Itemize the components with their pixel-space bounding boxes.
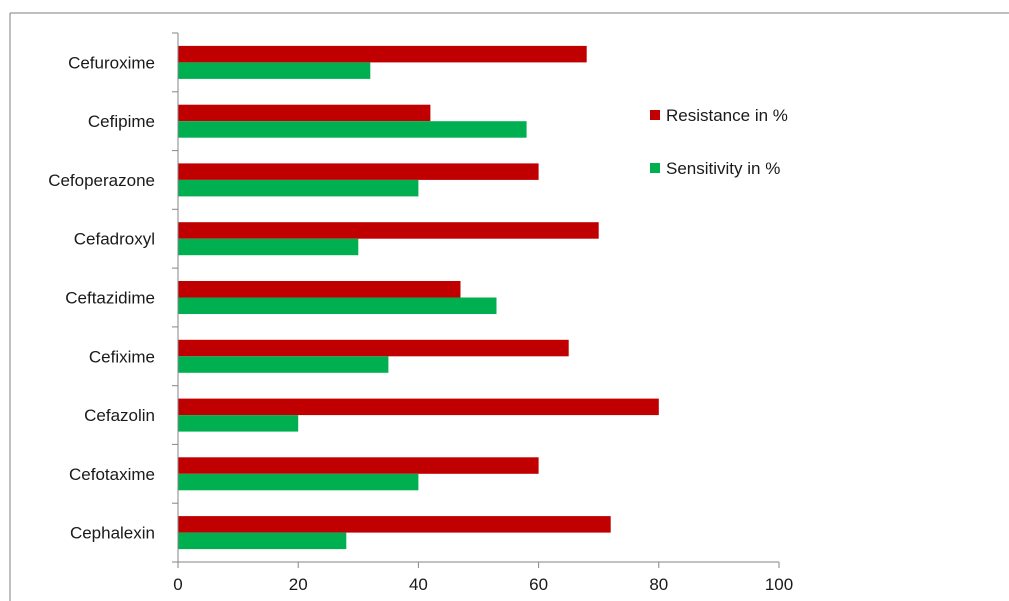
axes-layer [172,32,780,568]
x-tick-label: 80 [649,575,668,594]
bar-sensitivity-cefotaxime [178,473,419,491]
bar-resistance-cefuroxime [178,45,587,63]
x-tick-label: 100 [765,575,793,594]
category-label: Cephalexin [70,524,155,543]
category-label: Cefadroxyl [74,230,155,249]
legend-swatch-resistance [650,110,660,120]
bar-resistance-cefadroxyl [178,222,599,239]
bar-sensitivity-cefazolin [178,415,299,432]
category-label: Cefuroxime [68,53,155,72]
category-label: Ceftazidime [65,289,155,308]
bar-resistance-cefoperazone [178,163,539,180]
bar-sensitivity-cefuroxime [178,62,371,79]
legend-label-resistance: Resistance in % [666,106,788,125]
bars-layer [178,45,659,550]
x-tick-label: 60 [529,575,548,594]
bar-sensitivity-cefipime [178,121,527,138]
bar-resistance-ceftazidime [178,281,461,298]
legend-label-sensitivity: Sensitivity in % [666,159,780,178]
bar-resistance-cefotaxime [178,457,539,474]
bar-resistance-cefixime [178,339,569,357]
category-label: Cefipime [88,112,155,131]
bar-resistance-cefipime [178,104,431,122]
category-label: Cefoperazone [48,171,155,190]
category-label: Cefixime [89,347,155,366]
bar-sensitivity-cefixime [178,356,389,373]
labels-layer: Cefuroxime Cefipime Cefoperazone Cefadroxyl… [48,53,793,594]
bar-sensitivity-cefadroxyl [178,238,359,256]
x-tick-label: 40 [409,575,428,594]
category-label: Cefotaxime [69,465,155,484]
legend: Resistance in % Sensitivity in % [650,106,788,178]
bar-resistance-cephalexin [178,516,611,533]
bar-resistance-cefazolin [178,398,659,416]
bar-sensitivity-cephalexin [178,532,347,550]
category-label: Cefazolin [84,406,155,425]
x-tick-label: 20 [289,575,308,594]
x-tick-label: 0 [173,575,182,594]
legend-swatch-sensitivity [650,163,660,173]
bar-sensitivity-cefoperazone [178,179,419,197]
bar-sensitivity-ceftazidime [178,297,497,314]
